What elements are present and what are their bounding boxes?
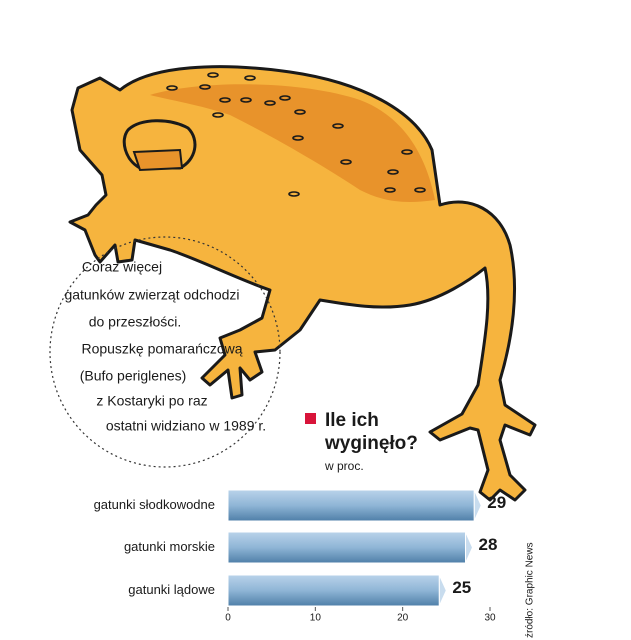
chart-subtitle: w proc. — [324, 459, 364, 473]
bar-end — [465, 531, 474, 564]
x-tick-label: 30 — [484, 613, 496, 624]
category-label: gatunki morskie — [124, 539, 215, 554]
annotation-line: (Bufo periglenes) — [80, 368, 187, 384]
annotation-line: Coraz więcej — [82, 259, 162, 275]
x-tick-label: 10 — [310, 613, 322, 624]
annotation-line: do przeszłości. — [89, 314, 182, 330]
category-label: gatunki słodkowodne — [94, 497, 215, 512]
x-tick-label: 0 — [225, 613, 231, 624]
annotation-line: Ropuszkę pomarańczową — [81, 341, 242, 357]
annotation-line: ostatni widziano w 1989 r. — [106, 418, 266, 434]
chart-title: Ile ich wyginęło? — [324, 410, 418, 454]
bar — [227, 574, 440, 607]
bar-end — [473, 489, 482, 522]
annotation-line: z Kostaryki po raz — [96, 393, 207, 409]
value-label: 29 — [487, 493, 506, 512]
annotation: Coraz więcej gatunków zwierząt odchodzi do… — [64, 259, 266, 434]
bar — [227, 489, 475, 522]
x-tick-label: 20 — [397, 613, 409, 624]
value-label: 25 — [452, 578, 471, 597]
value-label: 28 — [479, 535, 498, 554]
frog-illustration — [49, 65, 537, 502]
category-label: gatunki lądowe — [128, 582, 215, 597]
source: źródło: Graphic News — [525, 542, 536, 638]
bar-end — [438, 574, 447, 607]
annotation-line: gatunków zwierząt odchodzi — [64, 287, 239, 303]
bar — [227, 531, 467, 564]
